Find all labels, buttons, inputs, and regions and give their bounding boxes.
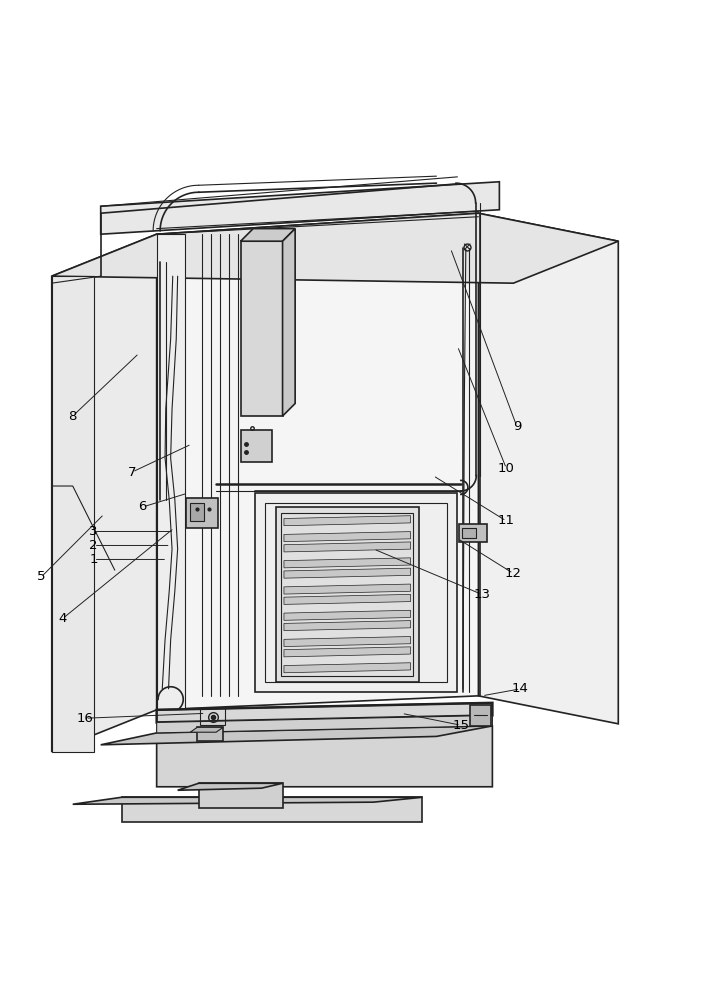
Polygon shape (470, 705, 491, 726)
Polygon shape (284, 542, 410, 552)
Polygon shape (157, 726, 492, 787)
Polygon shape (284, 594, 410, 604)
Polygon shape (284, 568, 410, 578)
Text: 2: 2 (90, 539, 98, 552)
Polygon shape (284, 663, 410, 673)
Polygon shape (240, 430, 272, 462)
Polygon shape (190, 727, 223, 732)
Text: 3: 3 (90, 525, 98, 538)
Text: 9: 9 (513, 420, 521, 433)
Polygon shape (51, 213, 618, 283)
Polygon shape (199, 783, 283, 808)
Polygon shape (284, 584, 410, 594)
Polygon shape (157, 703, 492, 722)
Polygon shape (240, 241, 283, 416)
Text: 5: 5 (37, 570, 46, 583)
Polygon shape (101, 182, 499, 234)
Polygon shape (157, 213, 479, 710)
Polygon shape (186, 498, 218, 528)
Text: 14: 14 (512, 682, 529, 695)
Polygon shape (197, 727, 223, 741)
Polygon shape (284, 516, 410, 526)
Text: 12: 12 (505, 567, 522, 580)
Polygon shape (101, 726, 492, 745)
Text: 13: 13 (473, 588, 491, 601)
Text: 16: 16 (77, 712, 94, 725)
Polygon shape (73, 797, 422, 804)
Polygon shape (284, 558, 410, 568)
Text: 11: 11 (498, 514, 515, 527)
Polygon shape (190, 503, 204, 521)
Polygon shape (157, 234, 185, 710)
Text: 1: 1 (90, 553, 98, 566)
Polygon shape (284, 532, 410, 542)
Polygon shape (479, 213, 618, 724)
Polygon shape (284, 610, 410, 620)
Polygon shape (284, 637, 410, 647)
Text: 15: 15 (453, 719, 470, 732)
Text: 10: 10 (498, 462, 515, 475)
Polygon shape (276, 507, 419, 682)
Polygon shape (240, 229, 295, 241)
Text: 8: 8 (68, 410, 77, 423)
Polygon shape (178, 783, 283, 790)
Polygon shape (255, 493, 458, 692)
Polygon shape (157, 715, 492, 733)
Text: 6: 6 (138, 500, 147, 513)
Polygon shape (51, 234, 157, 752)
Text: 7: 7 (128, 466, 137, 479)
Polygon shape (122, 797, 422, 822)
Polygon shape (459, 524, 486, 542)
Polygon shape (284, 621, 410, 631)
Polygon shape (283, 229, 295, 416)
Polygon shape (51, 276, 94, 752)
Polygon shape (284, 647, 410, 657)
Polygon shape (462, 528, 477, 538)
Text: 4: 4 (58, 612, 66, 625)
